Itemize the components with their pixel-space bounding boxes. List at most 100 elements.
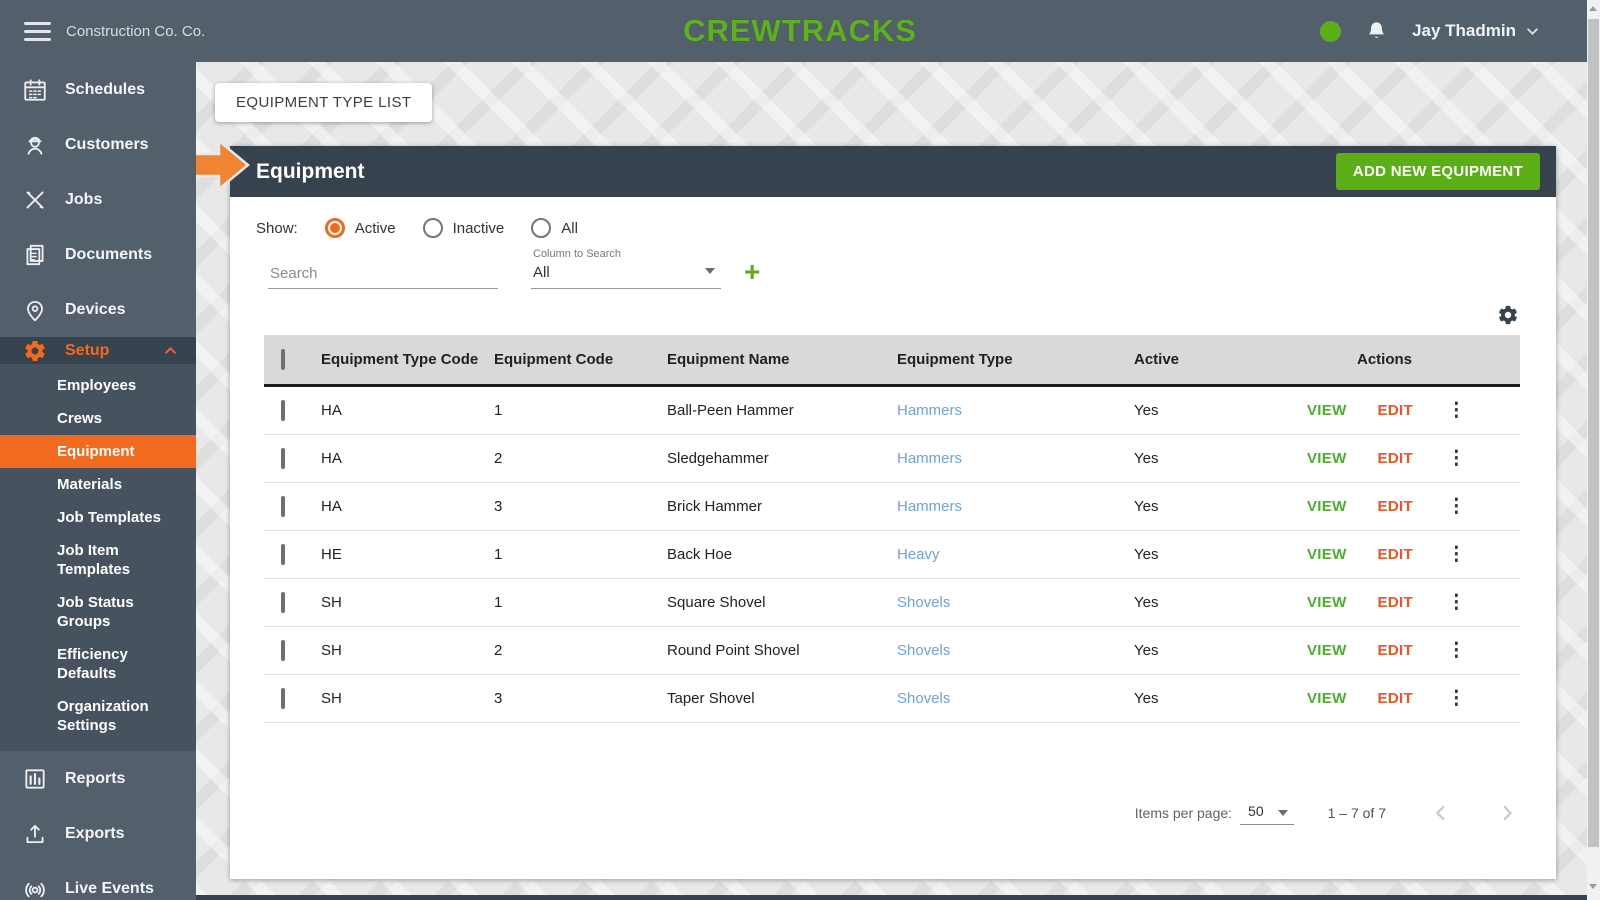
sidebar-item-setup[interactable]: Setup xyxy=(0,337,196,364)
row-menu-kebab-icon[interactable]: ⋮ xyxy=(1446,448,1466,469)
view-button[interactable]: VIEW xyxy=(1307,690,1347,707)
edit-button[interactable]: EDIT xyxy=(1377,690,1413,707)
view-button[interactable]: VIEW xyxy=(1307,402,1347,419)
equipment-type-link[interactable]: Heavy xyxy=(897,546,940,563)
equipment-type-link[interactable]: Shovels xyxy=(897,690,951,707)
cell-equipment-name: Taper Shovel xyxy=(667,690,755,707)
view-button[interactable]: VIEW xyxy=(1307,594,1347,611)
view-button[interactable]: VIEW xyxy=(1307,498,1347,515)
status-dot-icon xyxy=(1320,20,1342,42)
row-checkbox[interactable] xyxy=(281,400,285,421)
row-checkbox[interactable] xyxy=(281,592,285,613)
search-input[interactable] xyxy=(268,259,498,289)
show-filter-row: Show: Active Inactive All xyxy=(230,197,1556,238)
column-select-label: Column to Search xyxy=(533,248,622,260)
sidebar-subitem-organization-settings[interactable]: Organization Settings xyxy=(57,698,149,734)
sidebar-item-jobs[interactable]: Jobs xyxy=(0,172,196,227)
equipment-type-link[interactable]: Hammers xyxy=(897,402,963,419)
hamburger-menu-icon[interactable] xyxy=(24,21,51,41)
sidebar-subitem-job-item-templates[interactable]: Job Item Templates xyxy=(57,542,131,578)
edit-button[interactable]: EDIT xyxy=(1377,402,1413,419)
cell-active: Yes xyxy=(1134,402,1159,419)
sidebar-item-label: Customers xyxy=(65,135,149,153)
user-menu[interactable]: Jay Thadmin xyxy=(1412,21,1540,41)
cell-active: Yes xyxy=(1134,450,1159,467)
sidebar-subitem-crews[interactable]: Crews xyxy=(57,410,103,427)
equipment-type-link[interactable]: Shovels xyxy=(897,642,951,659)
sidebar-subitem-employees[interactable]: Employees xyxy=(57,377,137,394)
radio-all[interactable]: All xyxy=(531,218,578,238)
view-button[interactable]: VIEW xyxy=(1307,642,1347,659)
sidebar-subitem-equipment[interactable]: Equipment xyxy=(0,435,196,468)
bell-icon[interactable] xyxy=(1365,20,1388,43)
cell-equipment-type-code: SH xyxy=(321,594,342,611)
row-checkbox[interactable] xyxy=(281,544,285,565)
setup-submenu: Employees Crews Equipment Materials Job Temp… xyxy=(0,364,196,751)
select-all-checkbox[interactable] xyxy=(281,349,285,370)
edit-button[interactable]: EDIT xyxy=(1377,594,1413,611)
edit-button[interactable]: EDIT xyxy=(1377,546,1413,563)
table-row: HA 1 Ball-Peen Hammer Hammers Yes VIEW EDIT ⋮ xyxy=(264,387,1520,435)
sidebar-item-label: Jobs xyxy=(65,190,103,208)
table-settings-gear-icon[interactable] xyxy=(1497,304,1519,326)
scroll-down-icon[interactable] xyxy=(1589,884,1597,889)
cell-equipment-name: Brick Hammer xyxy=(667,498,763,515)
equipment-type-list-button[interactable]: EQUIPMENT TYPE LIST xyxy=(215,83,433,122)
column-to-search-select[interactable]: Column to Search All xyxy=(531,248,721,289)
radio-circle-icon xyxy=(531,218,552,238)
row-menu-kebab-icon[interactable]: ⋮ xyxy=(1446,544,1466,565)
radio-active[interactable]: Active xyxy=(324,218,396,238)
panel-header: Equipment ADD NEW EQUIPMENT xyxy=(230,146,1556,197)
calendar-icon xyxy=(21,76,48,103)
sidebar-item-label: Reports xyxy=(65,769,126,787)
row-checkbox[interactable] xyxy=(281,688,285,709)
row-checkbox[interactable] xyxy=(281,640,285,661)
sidebar-item-customers[interactable]: Customers xyxy=(0,117,196,172)
sidebar-item-documents[interactable]: Documents xyxy=(0,227,196,282)
sidebar-subitem-job-status-groups[interactable]: Job Status Groups xyxy=(57,594,134,630)
sidebar-item-reports[interactable]: Reports xyxy=(0,751,196,806)
cell-equipment-code: 1 xyxy=(494,402,503,419)
view-button[interactable]: VIEW xyxy=(1307,546,1347,563)
previous-page-button[interactable] xyxy=(1430,802,1452,824)
radio-inactive[interactable]: Inactive xyxy=(422,218,505,238)
row-menu-kebab-icon[interactable]: ⋮ xyxy=(1446,496,1466,517)
add-filter-button[interactable]: + xyxy=(744,256,761,287)
edit-button[interactable]: EDIT xyxy=(1377,498,1413,515)
sidebar-subitem-efficiency-defaults[interactable]: Efficiency Defaults xyxy=(57,646,128,682)
sidebar-subitem-materials[interactable]: Materials xyxy=(57,476,123,493)
cell-equipment-name: Square Shovel xyxy=(667,594,766,611)
cell-equipment-code: 3 xyxy=(494,690,503,707)
row-menu-kebab-icon[interactable]: ⋮ xyxy=(1446,688,1466,709)
edit-button[interactable]: EDIT xyxy=(1377,642,1413,659)
dropdown-caret-icon xyxy=(1277,810,1288,816)
add-new-equipment-button[interactable]: ADD NEW EQUIPMENT xyxy=(1335,153,1540,190)
scroll-up-icon[interactable] xyxy=(1589,6,1597,11)
next-page-button[interactable] xyxy=(1496,802,1518,824)
sidebar-item-label: Schedules xyxy=(65,80,146,98)
radio-label: Inactive xyxy=(452,219,505,237)
row-menu-kebab-icon[interactable]: ⋮ xyxy=(1446,640,1466,661)
sidebar-item-exports[interactable]: Exports xyxy=(0,806,196,861)
items-per-page-select[interactable]: 50 xyxy=(1240,801,1294,825)
view-button[interactable]: VIEW xyxy=(1307,450,1347,467)
radio-circle-icon xyxy=(324,218,345,238)
row-checkbox[interactable] xyxy=(281,496,285,517)
row-checkbox[interactable] xyxy=(281,448,285,469)
upload-icon xyxy=(21,820,48,847)
sidebar-subitem-job-templates[interactable]: Job Templates xyxy=(57,509,161,526)
sidebar-item-label: Live Events xyxy=(65,879,154,897)
edit-button[interactable]: EDIT xyxy=(1377,450,1413,467)
sidebar-item-devices[interactable]: Devices xyxy=(0,282,196,337)
row-menu-kebab-icon[interactable]: ⋮ xyxy=(1446,400,1466,421)
equipment-type-link[interactable]: Hammers xyxy=(897,498,963,515)
vertical-scrollbar[interactable] xyxy=(1587,0,1600,900)
sidebar-item-live-events[interactable]: Live Events xyxy=(0,861,196,900)
filters-row: Column to Search All + xyxy=(230,238,1556,289)
sidebar-item-schedules[interactable]: Schedules xyxy=(0,62,196,117)
scrollbar-thumb[interactable] xyxy=(1588,19,1599,847)
equipment-type-link[interactable]: Hammers xyxy=(897,450,963,467)
row-menu-kebab-icon[interactable]: ⋮ xyxy=(1446,592,1466,613)
equipment-type-link[interactable]: Shovels xyxy=(897,594,951,611)
